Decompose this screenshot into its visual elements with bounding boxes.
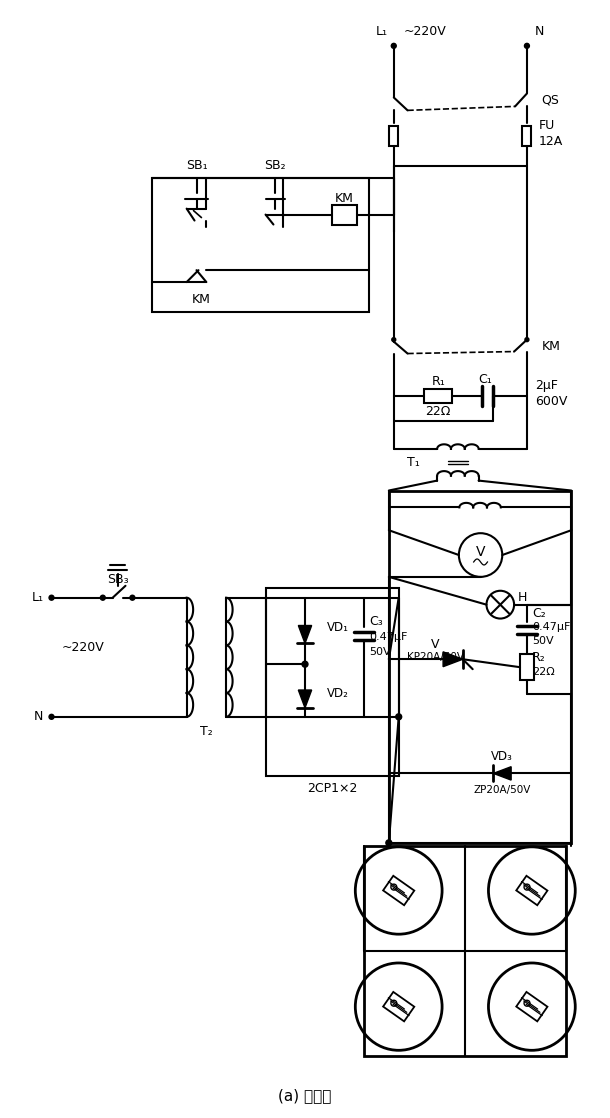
Circle shape [525, 338, 529, 342]
Text: ~220V: ~220V [404, 26, 447, 38]
Circle shape [49, 714, 54, 719]
Bar [389, 491, 572, 843]
Circle shape [302, 661, 308, 667]
Polygon shape [443, 652, 463, 666]
Circle shape [391, 44, 396, 48]
Text: (a) 电路图: (a) 电路图 [278, 1089, 332, 1103]
Text: KM: KM [542, 340, 561, 353]
Bar [425, 389, 452, 404]
Polygon shape [493, 767, 511, 780]
Text: T₁: T₁ [407, 456, 419, 470]
Circle shape [49, 595, 54, 600]
Bar [389, 126, 398, 146]
Circle shape [396, 713, 401, 720]
Text: V: V [476, 546, 486, 559]
Bar [152, 178, 369, 312]
Text: ~220V: ~220V [62, 641, 104, 654]
Text: QS: QS [542, 94, 559, 107]
Text: N: N [34, 710, 44, 723]
Text: VD₂: VD₂ [327, 688, 348, 701]
Text: 50V: 50V [532, 636, 553, 646]
Text: L₁: L₁ [376, 26, 388, 38]
Circle shape [386, 840, 392, 846]
Text: H: H [518, 591, 528, 604]
Text: 22Ω: 22Ω [532, 667, 554, 678]
Circle shape [525, 44, 529, 48]
Text: 2CP1×2: 2CP1×2 [307, 781, 357, 795]
Text: L₁: L₁ [32, 591, 44, 604]
Text: VD₁: VD₁ [327, 620, 349, 634]
Text: VD₃: VD₃ [491, 750, 513, 762]
Text: 50V: 50V [369, 647, 391, 657]
Text: KP20A/50V: KP20A/50V [407, 652, 464, 662]
Text: SB₂: SB₂ [265, 160, 286, 172]
Polygon shape [298, 625, 312, 643]
Text: ZP20A/50V: ZP20A/50V [473, 785, 531, 795]
Text: 22Ω: 22Ω [425, 405, 451, 418]
Bar [520, 654, 534, 680]
Text: C₁: C₁ [479, 372, 492, 386]
Bar [332, 205, 357, 225]
Circle shape [130, 595, 135, 600]
Text: R₂: R₂ [532, 651, 545, 664]
Circle shape [392, 338, 396, 342]
Text: 2μF: 2μF [535, 379, 558, 391]
Text: KM: KM [335, 192, 354, 206]
Text: SB₃: SB₃ [107, 574, 129, 586]
Text: R₁: R₁ [431, 375, 445, 388]
Text: 600V: 600V [535, 395, 567, 408]
Bar [523, 126, 531, 146]
Text: N: N [535, 26, 544, 38]
Text: C₂: C₂ [532, 607, 545, 620]
Bar [364, 846, 566, 1057]
Text: KM: KM [192, 293, 211, 306]
Text: C₃: C₃ [369, 615, 383, 628]
Text: 12A: 12A [539, 134, 563, 148]
Text: V: V [431, 638, 439, 651]
Bar [265, 588, 399, 776]
Text: FU: FU [539, 119, 555, 132]
Text: SB₁: SB₁ [185, 160, 207, 172]
Text: 0.47μF: 0.47μF [369, 633, 407, 643]
Text: 0.47μF: 0.47μF [532, 623, 570, 633]
Polygon shape [298, 690, 312, 708]
Text: T₂: T₂ [200, 726, 213, 738]
Circle shape [100, 595, 106, 600]
